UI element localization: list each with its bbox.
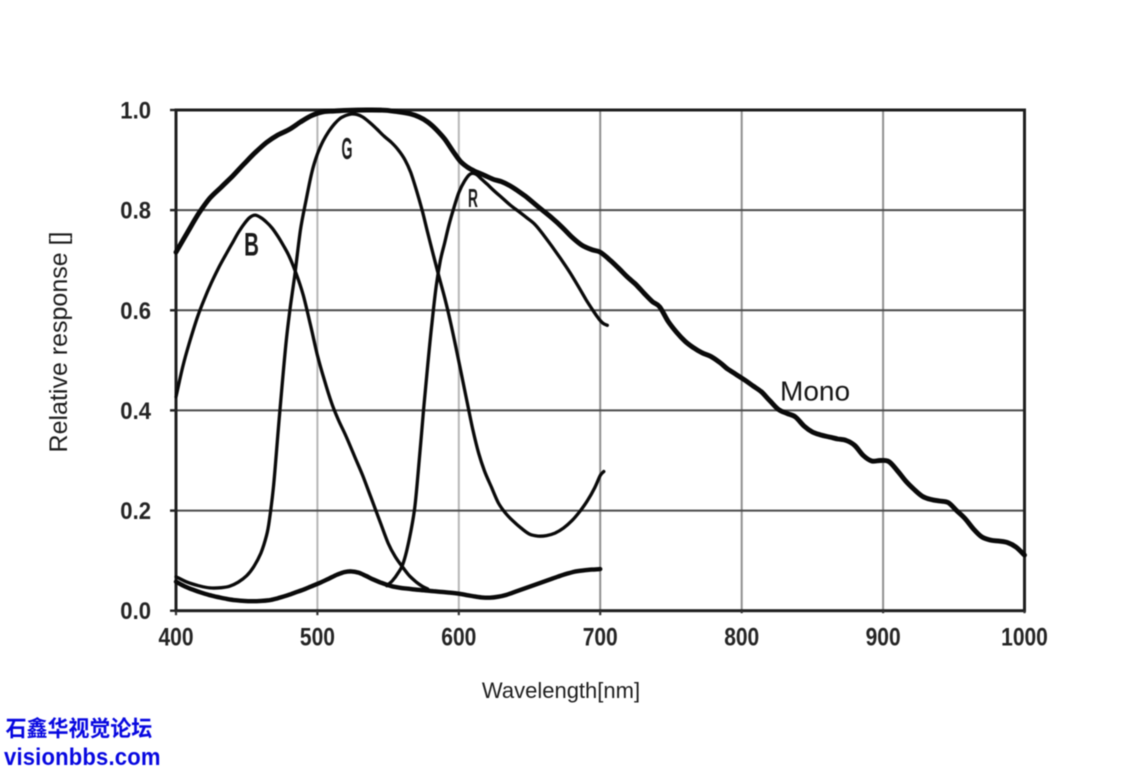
svg-text:visionbbs.com: visionbbs.com xyxy=(4,743,161,770)
svg-text:Relative response []: Relative response [] xyxy=(45,232,73,453)
svg-text:1.0: 1.0 xyxy=(120,97,151,124)
svg-text:1000: 1000 xyxy=(1001,623,1048,651)
svg-text:Wavelength[nm]: Wavelength[nm] xyxy=(482,678,640,703)
svg-text:900: 900 xyxy=(866,623,901,651)
svg-text:0.2: 0.2 xyxy=(120,497,151,524)
svg-text:400: 400 xyxy=(158,623,193,651)
svg-text:G: G xyxy=(342,132,353,167)
svg-text:B: B xyxy=(244,227,259,263)
svg-text:800: 800 xyxy=(724,623,759,651)
svg-text:0.6: 0.6 xyxy=(120,297,151,324)
svg-text:R: R xyxy=(468,185,478,214)
svg-text:600: 600 xyxy=(441,623,476,651)
svg-text:0.4: 0.4 xyxy=(120,397,151,424)
svg-text:0.0: 0.0 xyxy=(120,597,151,624)
svg-text:0.8: 0.8 xyxy=(120,197,151,224)
svg-text:500: 500 xyxy=(300,623,335,651)
svg-text:700: 700 xyxy=(583,623,618,651)
svg-text:Mono: Mono xyxy=(780,376,850,407)
